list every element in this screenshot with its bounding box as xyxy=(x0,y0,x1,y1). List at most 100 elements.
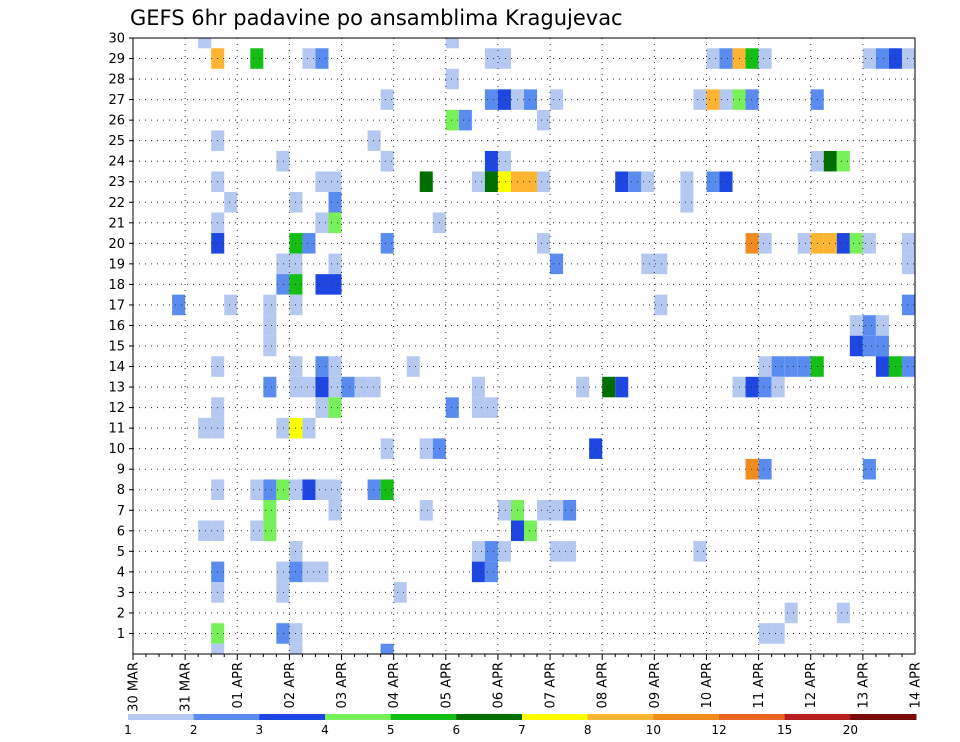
x-tick-label: 10 APR xyxy=(700,662,715,708)
legend-label: 4 xyxy=(321,723,329,737)
x-tick-label: 05 APR xyxy=(439,662,454,708)
heat-cell xyxy=(302,48,316,69)
chart-title: GEFS 6hr padavine po ansamblima Kragujev… xyxy=(130,6,623,30)
y-tick-label: 8 xyxy=(117,483,125,498)
legend-label: 15 xyxy=(777,723,792,737)
heat-cell xyxy=(836,233,850,254)
heat-cell xyxy=(276,582,290,603)
heat-cell xyxy=(367,479,381,500)
y-tick-label: 29 xyxy=(108,52,125,67)
heat-cell xyxy=(263,500,277,521)
heat-cell xyxy=(537,233,551,254)
heat-cell xyxy=(263,335,277,357)
heat-cell xyxy=(745,458,759,480)
heat-cell xyxy=(315,356,329,377)
legend-swatch xyxy=(850,714,917,720)
heat-cell xyxy=(380,150,394,172)
heat-cell xyxy=(901,356,915,377)
y-tick-label: 23 xyxy=(108,175,125,190)
heat-cell xyxy=(276,274,290,295)
y-tick-label: 13 xyxy=(108,381,125,396)
y-tick-label: 7 xyxy=(117,504,125,519)
heat-cell xyxy=(380,233,394,254)
legend-label: 10 xyxy=(646,723,661,737)
y-tick-label: 30 xyxy=(108,32,125,47)
heat-cell xyxy=(328,376,342,398)
x-tick-label: 13 APR xyxy=(856,662,871,708)
heat-cell xyxy=(836,150,850,172)
heat-cell xyxy=(537,500,551,521)
heat-cell xyxy=(315,397,329,418)
heat-cell xyxy=(484,171,498,192)
heat-cell xyxy=(497,150,511,172)
heat-cell xyxy=(380,438,394,459)
heat-cell xyxy=(289,643,303,654)
heat-cell xyxy=(849,315,863,336)
heat-cell xyxy=(302,233,316,254)
heat-cell xyxy=(276,623,290,644)
heat-cell xyxy=(484,48,498,69)
heat-cell xyxy=(745,376,759,398)
heat-cell xyxy=(758,376,772,398)
heat-cell xyxy=(797,233,811,254)
heat-cell xyxy=(771,376,785,398)
heat-cell xyxy=(524,171,538,192)
heat-cell xyxy=(862,315,876,336)
heat-cell xyxy=(719,171,733,192)
heat-cell xyxy=(315,376,329,398)
heat-cell xyxy=(862,458,876,480)
heat-cell xyxy=(250,48,264,69)
heat-cell xyxy=(276,417,290,439)
heat-cell xyxy=(367,376,381,398)
heat-cell xyxy=(328,253,342,275)
heat-cell xyxy=(328,500,342,521)
heat-cell xyxy=(250,479,264,500)
heat-cell xyxy=(328,212,342,234)
heat-cell xyxy=(341,376,355,398)
heat-cell xyxy=(276,253,290,275)
heat-cell xyxy=(380,89,394,110)
heat-cell xyxy=(315,212,329,234)
heat-cell xyxy=(758,233,772,254)
x-tick-label: 09 APR xyxy=(648,662,663,708)
heat-cell xyxy=(328,479,342,500)
legend-swatch xyxy=(259,714,326,720)
heat-cell xyxy=(328,274,342,295)
heat-cell xyxy=(862,48,876,69)
x-tick-label: 31 MAR xyxy=(179,662,194,712)
heat-cell xyxy=(458,109,472,131)
legend-swatch xyxy=(719,714,786,720)
heat-cell xyxy=(641,171,655,192)
y-tick-label: 21 xyxy=(108,216,125,231)
heat-cell xyxy=(875,335,889,357)
heat-cell xyxy=(719,48,733,69)
heat-cell xyxy=(263,520,277,542)
heat-cell xyxy=(445,68,459,90)
heat-cell xyxy=(484,397,498,418)
legend-label: 5 xyxy=(387,723,395,737)
heat-cell xyxy=(211,643,225,654)
legend-swatch xyxy=(522,714,589,720)
heat-cell xyxy=(406,356,420,377)
x-tick-label: 02 APR xyxy=(283,662,298,708)
legend-swatch xyxy=(390,714,457,720)
heat-cell xyxy=(224,192,238,213)
y-tick-label: 4 xyxy=(117,565,125,580)
heat-cell xyxy=(524,520,538,542)
heat-cell xyxy=(315,561,329,583)
y-tick-label: 28 xyxy=(108,73,125,88)
heat-cell xyxy=(680,192,694,213)
heat-cell xyxy=(641,253,655,275)
heat-cell xyxy=(524,89,538,110)
heat-cell xyxy=(419,171,433,192)
heat-cell xyxy=(419,438,433,459)
heat-cell xyxy=(758,623,772,644)
heat-cell xyxy=(471,376,485,398)
heat-cell xyxy=(302,417,316,439)
heat-cell xyxy=(550,541,564,562)
x-tick-label: 07 APR xyxy=(544,662,559,708)
x-tick-label: 03 APR xyxy=(335,662,350,708)
heat-cell xyxy=(263,376,277,398)
heat-cell xyxy=(380,479,394,500)
